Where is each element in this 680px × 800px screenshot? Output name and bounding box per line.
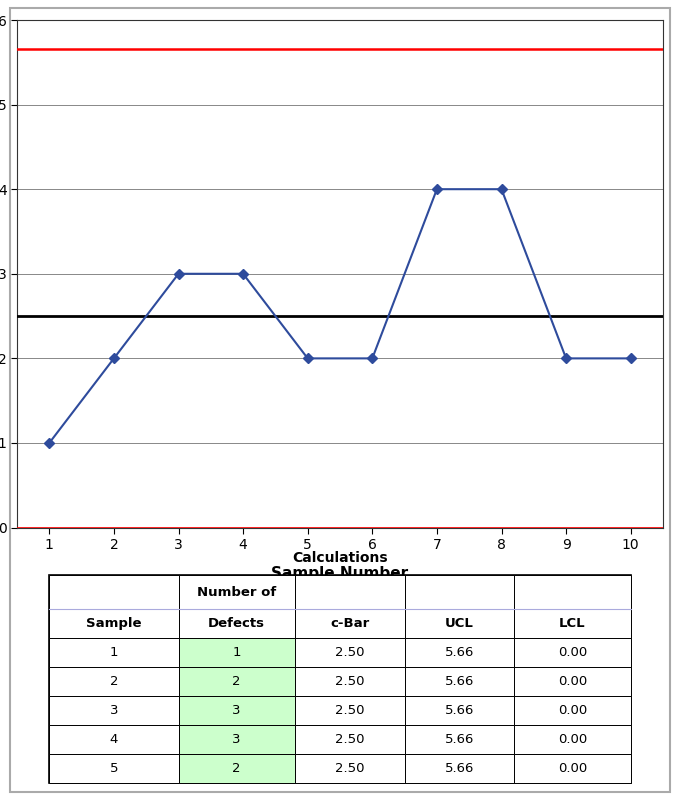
Text: Number of: Number of bbox=[197, 586, 276, 598]
Text: Sample: Sample bbox=[86, 617, 141, 630]
Text: 0.00: 0.00 bbox=[558, 762, 588, 775]
Bar bbox=[178, 725, 294, 754]
Bar bbox=[178, 667, 294, 696]
Bar bbox=[50, 754, 178, 783]
Text: 2: 2 bbox=[233, 762, 241, 775]
Bar bbox=[294, 575, 405, 609]
Text: 3: 3 bbox=[109, 704, 118, 717]
Text: 2.50: 2.50 bbox=[335, 646, 364, 659]
Bar bbox=[405, 725, 514, 754]
Text: 2.50: 2.50 bbox=[335, 704, 364, 717]
Bar bbox=[405, 667, 514, 696]
Bar bbox=[178, 754, 294, 783]
Text: 2.50: 2.50 bbox=[335, 762, 364, 775]
Bar bbox=[178, 638, 294, 667]
Bar bbox=[178, 696, 294, 725]
Text: 5.66: 5.66 bbox=[445, 675, 474, 688]
Bar bbox=[178, 609, 294, 638]
Bar bbox=[294, 638, 405, 667]
Bar bbox=[405, 754, 514, 783]
Bar bbox=[50, 696, 178, 725]
Bar bbox=[178, 575, 294, 609]
Bar bbox=[515, 754, 631, 783]
Text: 5.66: 5.66 bbox=[445, 646, 474, 659]
Bar bbox=[50, 725, 178, 754]
Text: 5.66: 5.66 bbox=[445, 733, 474, 746]
Text: 5.66: 5.66 bbox=[445, 704, 474, 717]
Bar bbox=[50, 575, 178, 609]
Text: 2: 2 bbox=[109, 675, 118, 688]
Text: Calculations: Calculations bbox=[292, 551, 388, 565]
Bar bbox=[294, 667, 405, 696]
X-axis label: Sample Number: Sample Number bbox=[271, 566, 409, 581]
Text: 5.66: 5.66 bbox=[445, 762, 474, 775]
Text: 5: 5 bbox=[109, 762, 118, 775]
Bar bbox=[405, 575, 514, 609]
Text: 2.50: 2.50 bbox=[335, 675, 364, 688]
Bar bbox=[515, 696, 631, 725]
Bar bbox=[50, 638, 178, 667]
Text: 0.00: 0.00 bbox=[558, 646, 588, 659]
Bar bbox=[515, 609, 631, 638]
Bar bbox=[50, 575, 630, 783]
Text: 3: 3 bbox=[233, 733, 241, 746]
Bar bbox=[50, 667, 178, 696]
Text: 0.00: 0.00 bbox=[558, 675, 588, 688]
Bar bbox=[294, 725, 405, 754]
Bar bbox=[405, 638, 514, 667]
Text: 1: 1 bbox=[233, 646, 241, 659]
Text: 0.00: 0.00 bbox=[558, 733, 588, 746]
Bar bbox=[515, 575, 631, 609]
Text: 1: 1 bbox=[109, 646, 118, 659]
Bar bbox=[294, 696, 405, 725]
Text: 2.50: 2.50 bbox=[335, 733, 364, 746]
Text: LCL: LCL bbox=[559, 617, 586, 630]
Text: Defects: Defects bbox=[208, 617, 265, 630]
Bar bbox=[294, 754, 405, 783]
Bar bbox=[515, 638, 631, 667]
Text: 2: 2 bbox=[233, 675, 241, 688]
Text: UCL: UCL bbox=[445, 617, 474, 630]
Text: c-Bar: c-Bar bbox=[330, 617, 369, 630]
Bar bbox=[405, 696, 514, 725]
Bar bbox=[515, 725, 631, 754]
Bar bbox=[515, 667, 631, 696]
Text: 4: 4 bbox=[109, 733, 118, 746]
Bar bbox=[405, 609, 514, 638]
Text: 3: 3 bbox=[233, 704, 241, 717]
Text: 0.00: 0.00 bbox=[558, 704, 588, 717]
Bar bbox=[294, 609, 405, 638]
Bar bbox=[50, 609, 178, 638]
